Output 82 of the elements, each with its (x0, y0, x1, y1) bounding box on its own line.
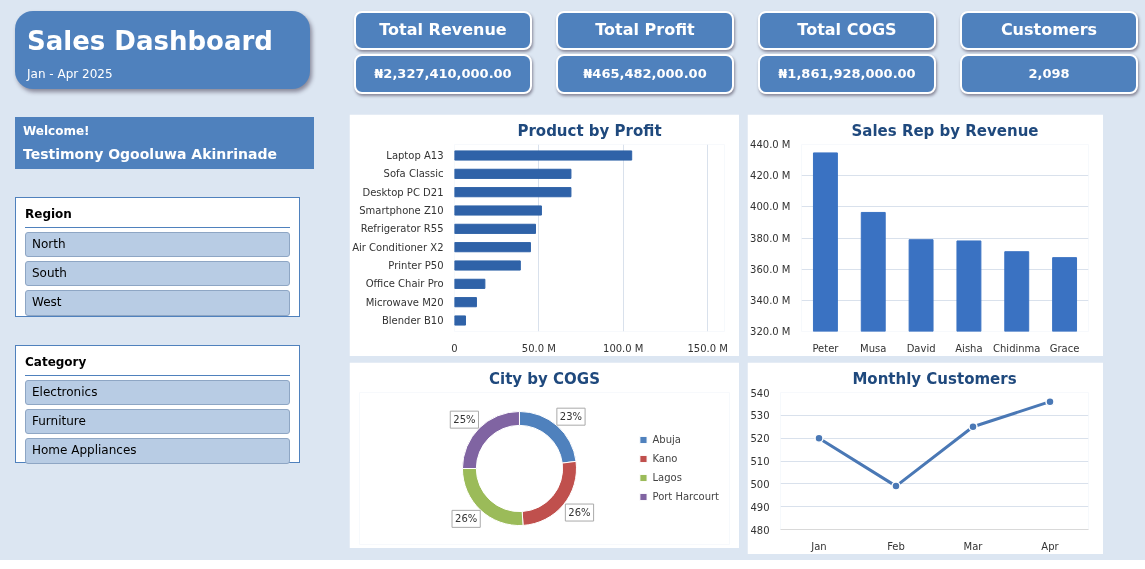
x-tick-label: Feb (887, 540, 905, 552)
x-tick-label: Apr (1041, 540, 1060, 552)
text: Furniture (25, 409, 290, 435)
bar (454, 187, 572, 198)
bar (454, 315, 466, 326)
chart-title: Monthly Customers (852, 369, 1017, 388)
y-tick-label: Blender B10 (382, 315, 444, 326)
y-tick-label: Desktop PC D21 (362, 186, 444, 198)
text: Testimony Ogooluwa Akinrinade (23, 145, 278, 165)
x-tick-label: David (906, 342, 936, 354)
bar (454, 168, 572, 179)
text: Customers (960, 11, 1138, 50)
text: ₦1,861,928,000.00 (758, 53, 936, 95)
legend-label: Kano (652, 453, 678, 464)
y-tick-label: Air Conditioner X2 (352, 241, 444, 253)
text: North (25, 232, 290, 258)
y-tick-label: 400.0 M (750, 201, 791, 213)
y-tick-label: Microwave M20 (365, 296, 444, 308)
y-tick-label: Smartphone Z10 (359, 205, 444, 216)
y-tick-label: 510 (750, 456, 770, 467)
bar (454, 150, 633, 161)
y-tick-label: 360.0 M (750, 263, 791, 275)
text: ₦2,327,410,000.00 (354, 53, 532, 95)
chart-title: Sales Rep by Revenue (851, 121, 1039, 140)
x-tick-label: Grace (1049, 342, 1080, 354)
x-tick-label: Peter (812, 342, 840, 354)
data-label: 26% (455, 513, 478, 525)
y-tick-label: 320.0 M (750, 326, 791, 337)
text: Welcome! (23, 123, 91, 140)
point (891, 481, 901, 491)
y-tick-label: 440.0 M (750, 139, 791, 150)
y-tick-label: 530 (750, 410, 770, 422)
y-tick-label: Printer P50 (388, 260, 444, 271)
x-tick-label: 150.0 M (687, 342, 728, 354)
bar (454, 205, 542, 216)
data-label: 25% (453, 414, 476, 426)
y-tick-label: 340.0 M (750, 294, 791, 306)
x-tick-label: 100.0 M (603, 342, 644, 354)
text: Electronics (25, 380, 290, 406)
y-tick-label: Refrigerator R55 (360, 223, 444, 235)
data-label: 23% (559, 411, 583, 423)
text: Sales Dashboard (27, 25, 274, 58)
y-tick-label: 490 (750, 501, 770, 513)
x-tick-label: Musa (860, 342, 887, 354)
x-tick-label: Mar (963, 540, 984, 552)
y-tick-label: 380.0 M (750, 232, 791, 244)
x-tick-label: Chidinma (993, 342, 1041, 354)
text: West (25, 290, 290, 316)
bar (454, 223, 536, 234)
y-tick-label: 420.0 M (750, 170, 791, 182)
text: Home Appliances (25, 438, 290, 464)
y-tick-label: 500 (750, 478, 770, 490)
y-tick-label: Office Chair Pro (365, 278, 444, 290)
bar (454, 297, 477, 308)
bar (454, 260, 521, 271)
data-label: 26% (568, 507, 591, 519)
text: South (25, 261, 290, 287)
text: ₦465,482,000.00 (556, 53, 734, 95)
text: 2,098 (960, 53, 1138, 95)
x-tick-label: Jan (810, 540, 827, 552)
x-tick-label: 50.0 M (521, 342, 556, 354)
bar (454, 278, 486, 289)
y-tick-label: Laptop A13 (386, 150, 444, 161)
y-tick-label: Sofa Classic (383, 168, 444, 180)
text: Total Profit (556, 11, 734, 50)
text: Jan - Apr 2025 (27, 66, 114, 84)
text: Region (25, 202, 290, 229)
chart-title: Product by Profit (517, 121, 662, 140)
bar (454, 242, 531, 253)
x-tick-label: Aisha (955, 342, 983, 354)
point (968, 422, 978, 432)
legend-label: Abuja (652, 434, 681, 445)
y-tick-label: 540 (750, 387, 770, 399)
text: Total Revenue (354, 11, 532, 50)
legend-label: Port Harcourt (652, 491, 719, 502)
text: Category (25, 350, 290, 377)
y-tick-label: 520 (750, 433, 770, 445)
legend-label: Lagos (652, 472, 682, 483)
x-tick-label: 0 (451, 342, 458, 354)
chart-title: City by COGS (489, 369, 600, 388)
y-tick-label: 480 (750, 524, 770, 536)
text: Total COGS (758, 11, 936, 50)
